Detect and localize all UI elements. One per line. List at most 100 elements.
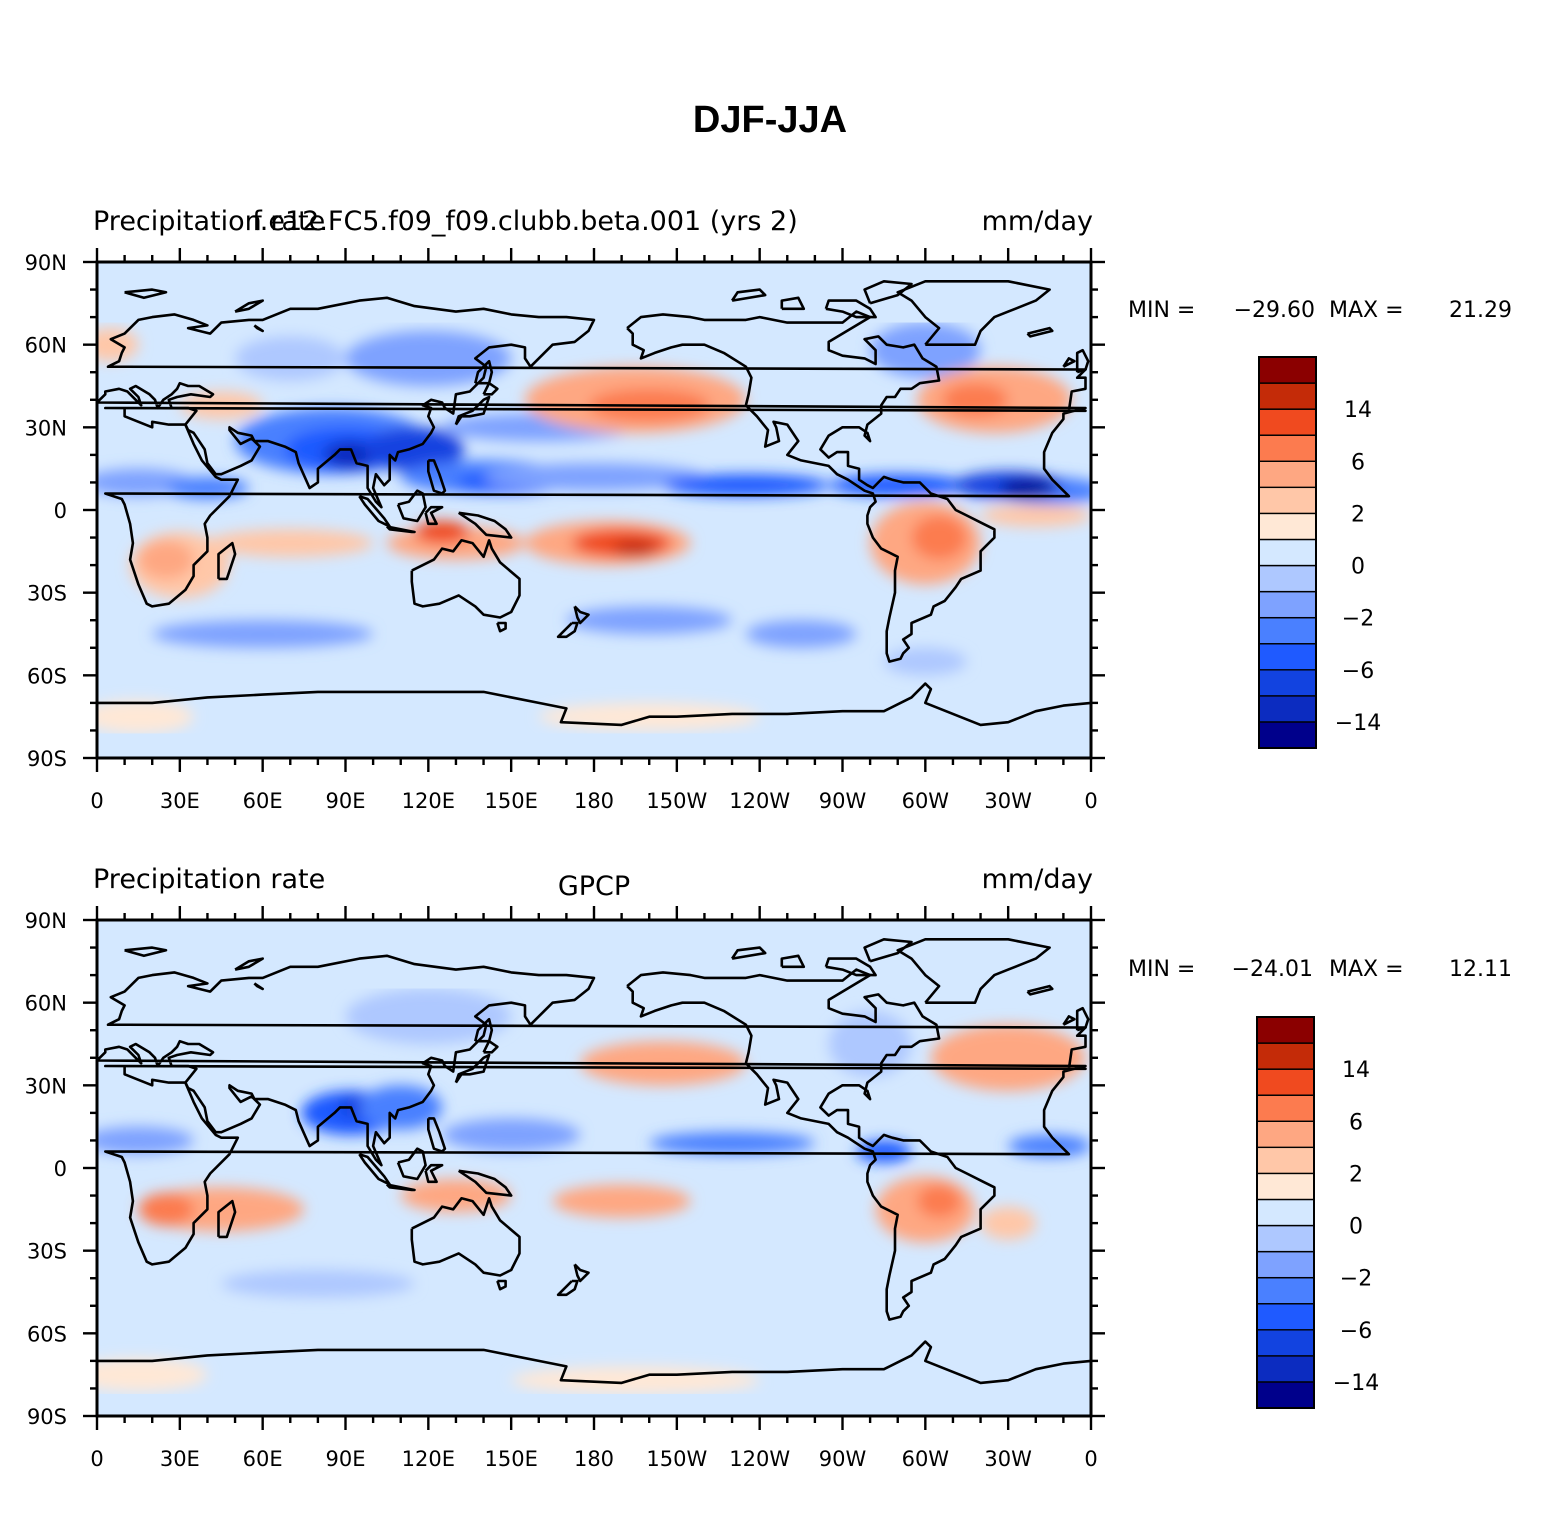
contour-region xyxy=(442,1118,581,1152)
colorbar-label: −6 xyxy=(1340,1319,1372,1344)
colorbar-box xyxy=(1258,695,1317,723)
colorbar-box xyxy=(1258,408,1317,436)
x-tick-label: 0 xyxy=(1084,1447,1097,1471)
coastline xyxy=(97,1340,1091,1385)
colorbar-box xyxy=(1256,1250,1315,1279)
contour-region xyxy=(552,1184,691,1218)
contour-region xyxy=(152,620,374,648)
coastline xyxy=(385,525,416,534)
coastline xyxy=(97,296,1087,509)
coastline xyxy=(410,538,521,619)
coastline xyxy=(104,406,1087,608)
contour-region xyxy=(999,479,1056,497)
colorbar-box xyxy=(1258,356,1317,384)
colorbar-box xyxy=(1256,1329,1315,1357)
contour-region xyxy=(1008,1134,1091,1157)
panel-1-colorbar-labels: 14 6 2 0 −2 −6 −14 xyxy=(1335,398,1381,736)
colorbar-outline xyxy=(1256,1016,1315,1409)
colorbar-box xyxy=(1256,1355,1315,1383)
coastline xyxy=(234,299,265,313)
colorbar-label: 14 xyxy=(1342,1058,1370,1083)
panel-1-min-label: MIN = xyxy=(1128,298,1195,323)
coastline xyxy=(457,511,513,539)
panel-2-axes xyxy=(83,906,1105,1430)
colorbar-label: −2 xyxy=(1340,1267,1372,1292)
x-tick-label: 0 xyxy=(1084,789,1097,813)
coastline xyxy=(482,1039,499,1054)
x-tick-label: 90E xyxy=(326,1447,366,1471)
x-tick-label: 30E xyxy=(160,789,200,813)
panel-1-max-value: 21.29 xyxy=(1449,298,1512,323)
panel-2-min-value: −24.01 xyxy=(1232,957,1313,982)
contour-region xyxy=(663,474,829,497)
contour-region xyxy=(856,1140,912,1163)
coastline xyxy=(253,324,265,333)
colorbar-box xyxy=(1256,1146,1315,1175)
x-tick-label: 90W xyxy=(819,1447,867,1471)
panel-2-min-label: MIN = xyxy=(1128,957,1195,982)
colorbar-label: 0 xyxy=(1351,555,1365,580)
contour-region xyxy=(235,336,346,381)
colorbar-box xyxy=(1258,643,1317,671)
contour-region xyxy=(400,1179,512,1213)
coastline xyxy=(824,957,877,977)
y-tick-label: 90N xyxy=(25,251,67,275)
contour-region xyxy=(345,988,512,1044)
contour-region xyxy=(828,474,967,497)
coastline xyxy=(863,937,913,963)
coastline xyxy=(410,1197,521,1277)
x-tick-label: 60E xyxy=(243,789,283,813)
contour-region xyxy=(745,620,857,648)
y-tick-label: 60S xyxy=(27,1322,67,1346)
colorbar-label: 2 xyxy=(1351,502,1365,527)
contour-region xyxy=(930,1024,1086,1091)
x-tick-label: 0 xyxy=(90,789,103,813)
panel-1-right-title: mm/day xyxy=(982,206,1093,237)
colorbar-box xyxy=(1256,1381,1315,1409)
panel-1-x-tick-labels: 0 30E 60E 90E 120E 150E 180 150W 120W 90W 60W 30W 0 xyxy=(90,789,1097,813)
colorbar-box xyxy=(1258,538,1317,567)
contour-region xyxy=(613,540,658,557)
contour-region xyxy=(917,1184,962,1218)
contour-region xyxy=(179,391,263,420)
coastline xyxy=(556,621,579,639)
contour-region xyxy=(483,463,705,491)
colorbar-label: −6 xyxy=(1342,659,1374,684)
colorbar-box xyxy=(1256,1042,1315,1070)
coastline xyxy=(424,1163,444,1184)
colorbar-box xyxy=(1256,1094,1315,1122)
coastline xyxy=(124,946,168,958)
coastline xyxy=(1075,348,1090,374)
x-tick-label: 120W xyxy=(729,1447,790,1471)
coastline xyxy=(217,1199,237,1239)
contour-region xyxy=(649,1132,815,1155)
coastline xyxy=(731,946,767,960)
y-tick-label: 30N xyxy=(25,416,67,440)
panel-1-max-label: MAX = xyxy=(1329,298,1404,323)
x-tick-label: 180 xyxy=(574,789,614,813)
panel-2-x-tick-labels: 0 30E 60E 90E 120E 150E 180 150W 120W 90W 60W 30W 0 xyxy=(90,1447,1097,1471)
contour-region xyxy=(97,1126,194,1155)
x-tick-label: 150W xyxy=(646,1447,707,1471)
colorbar-label: −14 xyxy=(1333,1371,1379,1396)
coastline xyxy=(780,296,806,311)
x-tick-label: 180 xyxy=(574,1447,614,1471)
contour-region xyxy=(323,441,379,469)
contour-region xyxy=(359,1085,443,1130)
coastline xyxy=(104,1064,1087,1266)
y-tick-label: 60S xyxy=(27,664,67,688)
colorbar-label: 2 xyxy=(1349,1162,1363,1187)
colorbar-box xyxy=(1258,382,1317,410)
coastline xyxy=(474,1017,494,1043)
colorbar-label: −14 xyxy=(1335,711,1381,736)
coastline xyxy=(626,310,996,663)
contour-region xyxy=(511,1366,760,1394)
coastline xyxy=(454,395,491,426)
y-tick-label: 30S xyxy=(27,582,67,606)
coastline xyxy=(1075,1006,1090,1032)
x-tick-label: 90E xyxy=(326,789,366,813)
panel-1-field xyxy=(97,262,1091,758)
contour-region xyxy=(221,1269,415,1298)
contour-region xyxy=(97,700,194,734)
